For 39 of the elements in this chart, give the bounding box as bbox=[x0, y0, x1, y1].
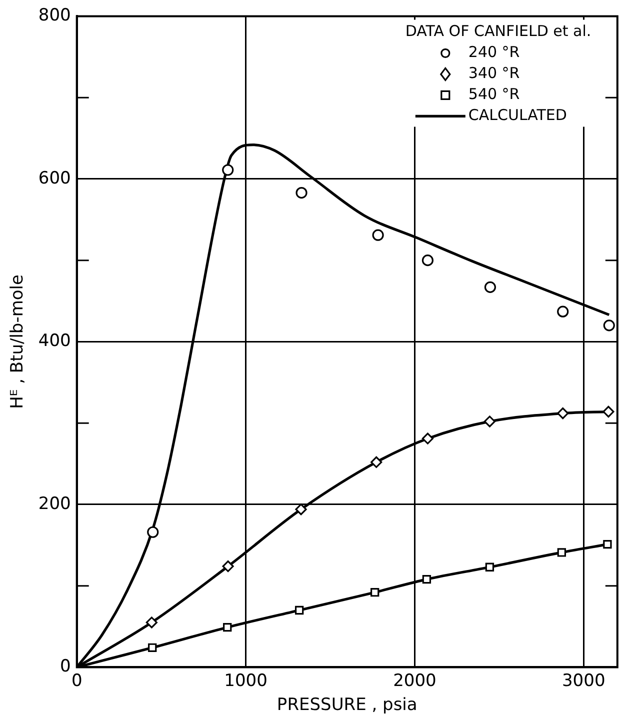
point bbox=[422, 432, 434, 444]
y-tick-label: 0 bbox=[60, 656, 71, 677]
point bbox=[603, 540, 612, 549]
point bbox=[146, 616, 158, 628]
x-tick-label: 3000 bbox=[562, 670, 606, 691]
y-tick-label: 600 bbox=[38, 168, 71, 188]
point bbox=[602, 406, 614, 418]
point bbox=[422, 254, 434, 266]
x-tick-label: 1000 bbox=[224, 670, 268, 691]
point bbox=[295, 504, 307, 516]
point bbox=[557, 548, 566, 557]
y-tick-label: 200 bbox=[38, 494, 71, 514]
point bbox=[294, 606, 304, 615]
point bbox=[222, 560, 234, 572]
point bbox=[148, 643, 157, 652]
y-tick-label: 800 bbox=[38, 6, 71, 26]
point bbox=[223, 622, 232, 632]
point bbox=[147, 526, 159, 538]
legend-label: 340 °R bbox=[468, 64, 520, 82]
point bbox=[370, 456, 382, 468]
point bbox=[484, 281, 496, 293]
y-tick-label: 400 bbox=[38, 331, 71, 352]
x-tick-label: 2000 bbox=[393, 670, 436, 691]
point bbox=[484, 416, 496, 428]
y-axis-title: Hᴱ , Btu/lb-mole bbox=[8, 274, 28, 409]
legend-label: CALCULATED bbox=[468, 106, 567, 124]
point bbox=[222, 164, 234, 176]
point bbox=[296, 186, 308, 199]
point bbox=[372, 229, 384, 241]
legend-label: 240 °R bbox=[468, 43, 520, 62]
point bbox=[422, 574, 432, 584]
point bbox=[603, 320, 615, 332]
point bbox=[370, 588, 380, 597]
x-axis-title: PRESSURE , psia bbox=[276, 695, 418, 716]
point bbox=[485, 562, 494, 572]
legend-title: DATA OF CANFIELD et al. bbox=[405, 22, 592, 40]
point bbox=[557, 306, 569, 318]
point bbox=[557, 408, 569, 420]
legend-label: 540 °R bbox=[468, 85, 520, 104]
